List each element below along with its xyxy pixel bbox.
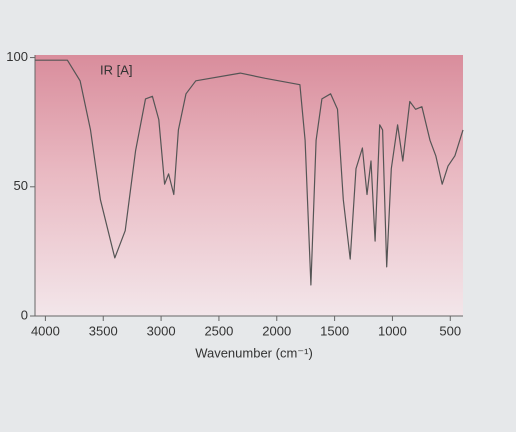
y-tick-label: 0 — [21, 307, 28, 322]
y-tick-label: 100 — [6, 49, 28, 64]
x-tick-label: 3000 — [147, 323, 176, 338]
x-tick-label: 500 — [439, 323, 461, 338]
x-tick-label: 3500 — [89, 323, 118, 338]
x-tick-label: 1500 — [320, 323, 349, 338]
x-tick-label: 1000 — [378, 323, 407, 338]
x-tick-label: 2500 — [204, 323, 233, 338]
spectrum-line — [35, 59, 464, 286]
y-tick-label: 50 — [14, 178, 28, 193]
x-tick-label: 4000 — [31, 323, 60, 338]
annotation: IR [A] — [100, 62, 133, 77]
x-axis-label: Wavenumber (cm⁻¹) — [195, 345, 313, 360]
x-tick-label: 2000 — [262, 323, 291, 338]
plot-area — [35, 55, 463, 316]
